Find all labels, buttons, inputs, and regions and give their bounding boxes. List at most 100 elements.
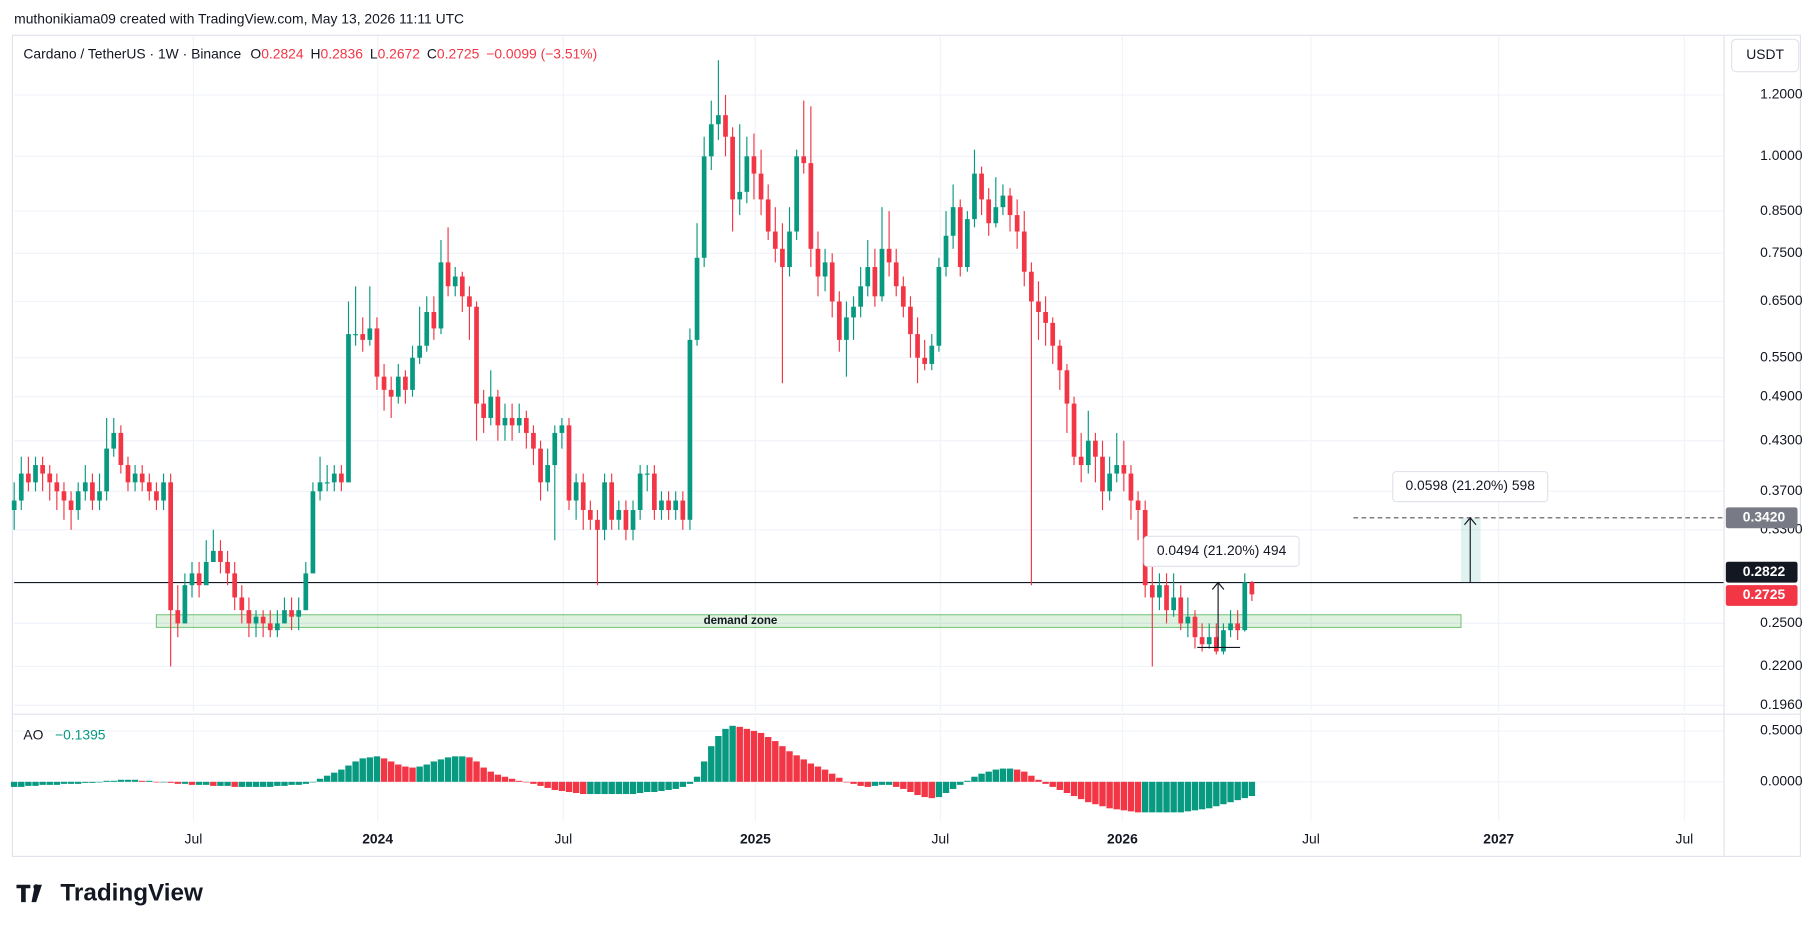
candle-body (1064, 370, 1070, 404)
ao-bar (1198, 781, 1206, 810)
ao-bar (1077, 781, 1085, 800)
ao-bar (309, 781, 317, 783)
ao-bar (402, 766, 409, 782)
ao-bar (772, 741, 779, 782)
ao-bar (1213, 781, 1220, 807)
ao-bar (829, 773, 836, 782)
candle-body (139, 473, 145, 483)
ao-bar (580, 781, 587, 795)
ao-bar (146, 780, 153, 782)
candle-body (801, 156, 807, 164)
y-tick-label: 0.3700 (1760, 482, 1803, 498)
ao-bar (274, 781, 281, 786)
candle-body (459, 276, 465, 297)
ao-bar (715, 735, 722, 782)
ao-bar (188, 781, 196, 785)
y-tick-label: 0.4300 (1760, 431, 1803, 447)
candle-body (893, 262, 899, 287)
y-tick-label: 1.2000 (1760, 86, 1803, 102)
ao-bar (800, 759, 807, 782)
candle-body (723, 115, 728, 137)
ao-bar (1141, 781, 1149, 813)
ao-bar (103, 780, 110, 782)
ao-bar (565, 781, 573, 793)
ao-bar (1149, 781, 1156, 813)
ao-bar (416, 766, 423, 782)
ao-bar (665, 781, 672, 790)
y-tick-label: 0.5500 (1760, 348, 1803, 364)
ao-bar (843, 781, 850, 783)
candle-body (82, 482, 88, 492)
ao-bar (174, 781, 181, 784)
ao-bar (836, 777, 843, 782)
ao-bar (743, 728, 751, 782)
ao-bar (992, 769, 1000, 782)
last-price-box (1725, 585, 1798, 606)
candle-body (637, 473, 643, 511)
candle-body (587, 510, 593, 520)
ao-bar (82, 781, 89, 783)
ao-bar (395, 764, 402, 782)
ao-bar (1099, 781, 1106, 807)
candle-body (1199, 637, 1205, 645)
ao-bar (1127, 781, 1135, 812)
ao-bar (964, 780, 971, 782)
candle-body (509, 417, 515, 426)
ao-bar (708, 746, 715, 782)
ao-bar (644, 781, 651, 793)
candle-body (1093, 440, 1098, 457)
candle-body (872, 267, 878, 297)
x-tick-label: Jul (1676, 830, 1694, 846)
ao-bar (878, 781, 886, 785)
x-tick-label: Jul (185, 830, 203, 846)
currency-label[interactable]: USDT (1746, 46, 1784, 62)
ao-bar (1177, 781, 1184, 813)
y-tick-label: 0.6500 (1760, 292, 1803, 308)
candle-body (47, 473, 53, 483)
candle-body (965, 219, 970, 268)
ao-bar (850, 781, 857, 784)
candle-body (410, 357, 415, 390)
candle-body (765, 199, 771, 232)
legend-key: L (370, 45, 378, 61)
ao-bar (473, 761, 480, 782)
candle-body (566, 425, 572, 501)
candle-body (701, 156, 707, 258)
candle-body (950, 207, 956, 236)
candle-body (829, 262, 835, 302)
ao-bar (1206, 781, 1213, 809)
candle-body (118, 432, 124, 466)
candle-body (481, 403, 486, 418)
candle-body (154, 491, 159, 501)
ao-bar (302, 781, 310, 784)
candle-body (1235, 623, 1241, 631)
measure-label: 0.0494 (21.20%) 494 (1157, 542, 1287, 558)
candle-body (559, 425, 565, 433)
candle-body (260, 616, 266, 624)
candle-body (822, 262, 828, 277)
candle-body (445, 262, 451, 287)
chart-legend: Cardano / TetherUS · 1W · Binance O0.2824… (23, 45, 597, 61)
legend-value: 0.2672 (378, 45, 421, 61)
ao-bar (295, 781, 302, 785)
ao-bar (978, 773, 985, 782)
ao-bar (814, 766, 822, 782)
demand-zone (155, 614, 1462, 629)
candle-body (1029, 271, 1034, 302)
ao-bar (921, 781, 928, 798)
candle-body (203, 561, 209, 586)
candle-body (602, 482, 607, 530)
ao-bar (779, 746, 786, 782)
candle-body (687, 339, 693, 520)
currency-button[interactable] (1731, 38, 1800, 73)
ao-bar (1092, 781, 1099, 805)
ao-bar (907, 781, 914, 793)
ao-bar (359, 758, 366, 782)
indicator-value: −0.1395 (55, 726, 106, 742)
candle-body (630, 510, 636, 530)
ao-bar (96, 781, 103, 783)
candle-body (1178, 597, 1184, 624)
ao-bar (985, 771, 992, 782)
ao-bar (89, 781, 96, 783)
